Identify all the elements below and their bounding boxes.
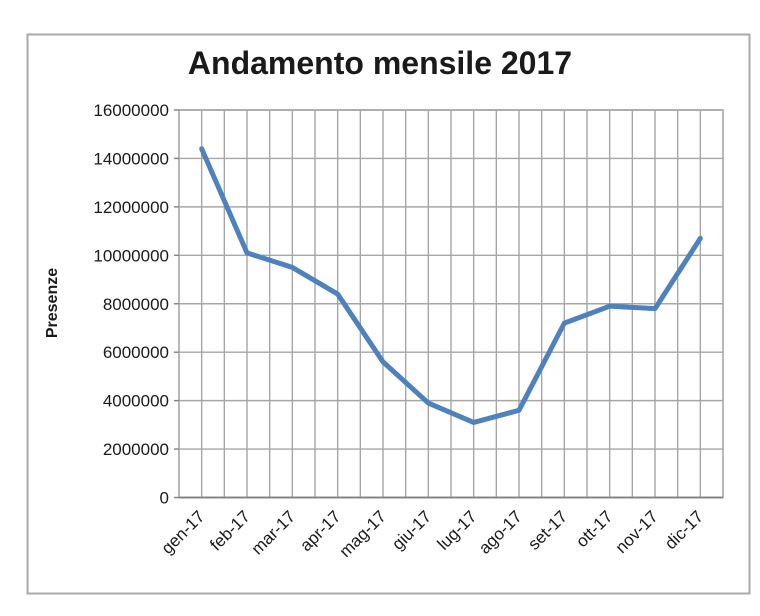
- y-axis-title: Presenze: [44, 268, 61, 338]
- y-tick-label: 2000000: [103, 440, 169, 459]
- chart-title: Andamento mensile 2017: [188, 45, 572, 81]
- y-tick-label: 4000000: [103, 392, 169, 411]
- y-tick-label: 16000000: [93, 101, 169, 120]
- chart-border: [26, 33, 751, 595]
- axes: [174, 109, 724, 499]
- y-tick-label: 8000000: [103, 295, 169, 314]
- series-line: [199, 146, 703, 425]
- presenze-line-series: [199, 146, 703, 425]
- y-tick-label: 10000000: [93, 246, 169, 265]
- y-tick-label: 14000000: [93, 149, 169, 168]
- y-tick-label: 0: [160, 489, 169, 508]
- y-tick-label: 12000000: [93, 198, 169, 217]
- y-tick-label: 6000000: [103, 343, 169, 362]
